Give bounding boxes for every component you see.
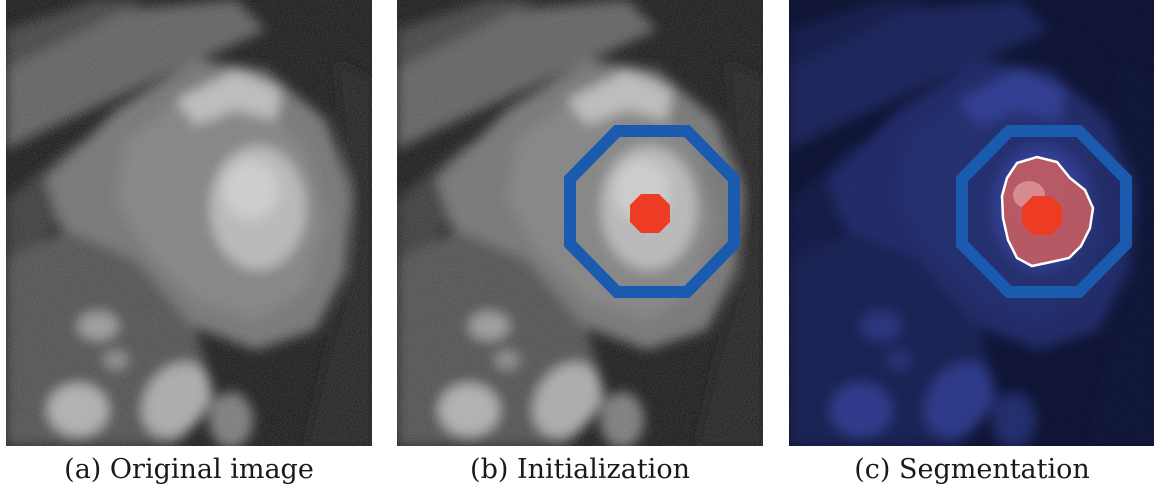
panel-initialization [397,0,763,446]
initial-contour [564,125,740,298]
caption-original-image: (a) Original image [64,454,314,485]
panel-segmentation [789,0,1154,446]
initial-contour [956,125,1132,298]
mri-initialization [397,0,763,446]
caption-segmentation: (c) Segmentation [854,454,1090,485]
seed-point [630,194,670,233]
panel-original-image [6,0,372,446]
mri-segmentation [789,0,1154,446]
seed-point [1022,196,1062,235]
caption-initialization: (b) Initialization [470,454,690,485]
mri-original [6,0,372,446]
